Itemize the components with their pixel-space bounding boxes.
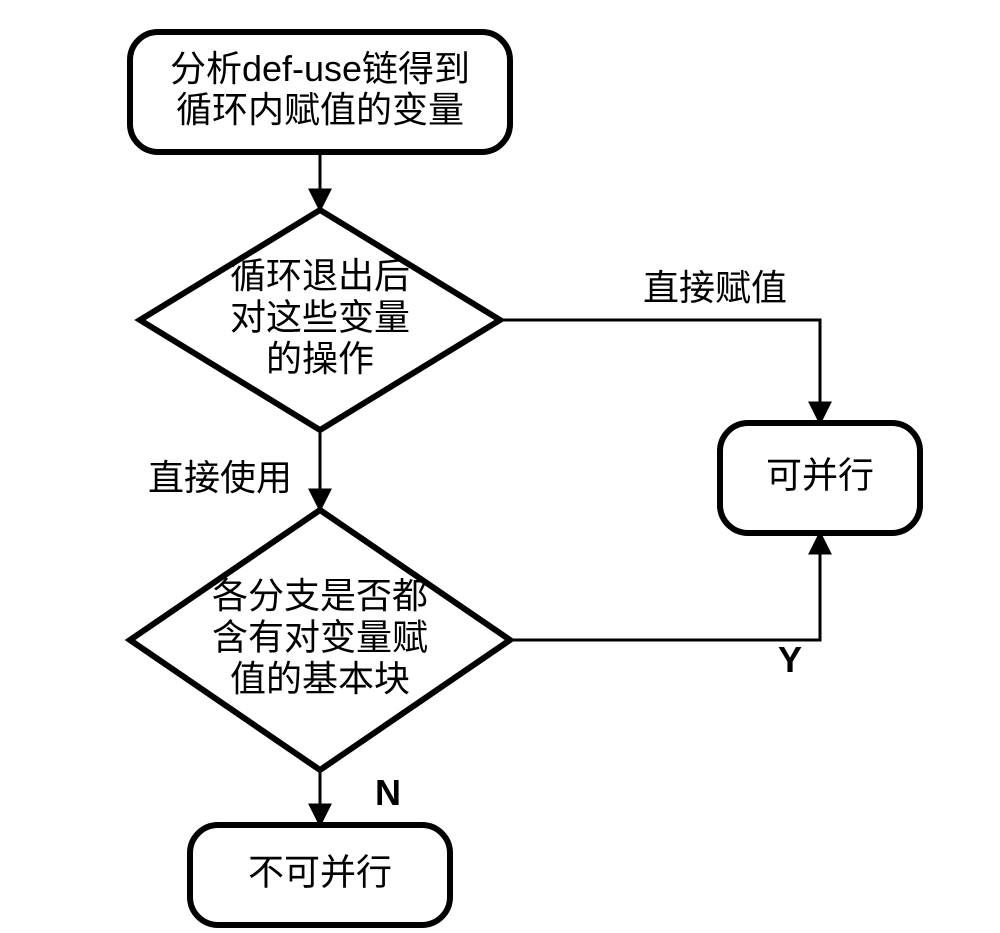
node-ok: 可并行: [720, 423, 920, 533]
node-text: 不可并行: [248, 852, 392, 893]
edge: [510, 533, 820, 640]
node-text: 循环退出后: [230, 255, 410, 296]
node-d1: 循环退出后对这些变量的操作: [140, 210, 500, 430]
node-text: 对这些变量: [230, 297, 410, 338]
edge: [500, 320, 820, 423]
edge-label: 直接使用: [148, 457, 292, 498]
node-no: 不可并行: [190, 825, 450, 925]
node-d2: 各分支是否都含有对变量赋值的基本块: [130, 510, 510, 770]
edge-label: N: [375, 772, 401, 813]
node-text: 各分支是否都: [212, 575, 428, 616]
node-text: 可并行: [766, 455, 874, 496]
node-text: 含有对变量赋: [212, 617, 428, 658]
node-start: 分析def-use链得到循环内赋值的变量: [130, 32, 510, 152]
edge-label: 直接赋值: [643, 267, 787, 308]
node-text: 循环内赋值的变量: [176, 89, 464, 130]
edge-label: Y: [778, 639, 802, 680]
node-text: 分析def-use链得到: [170, 48, 470, 89]
node-text: 值的基本块: [230, 658, 410, 699]
node-text: 的操作: [266, 338, 374, 379]
